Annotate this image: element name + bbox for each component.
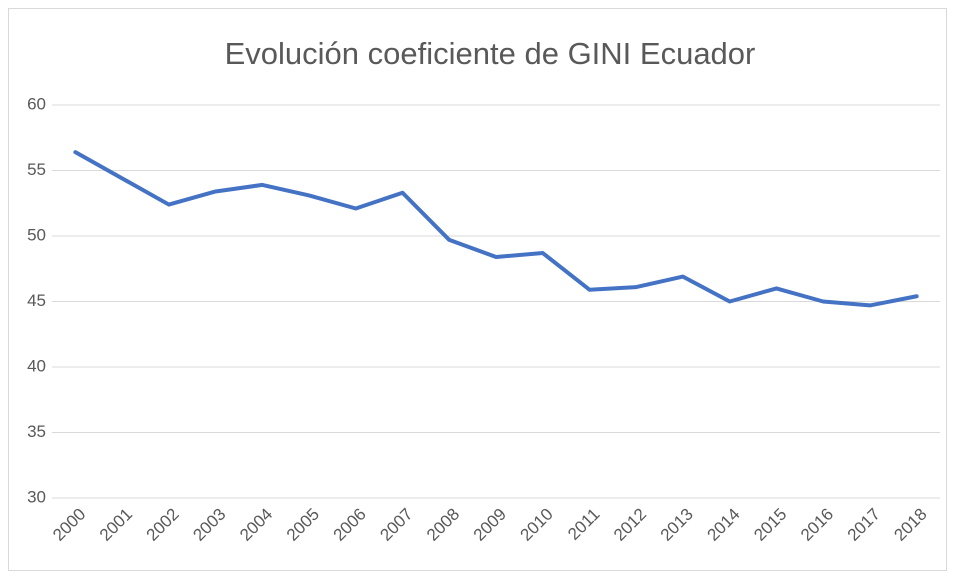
y-tick-label: 60 bbox=[27, 94, 46, 113]
chart-border bbox=[8, 8, 947, 571]
y-tick-label: 50 bbox=[27, 225, 46, 244]
y-tick-label: 55 bbox=[27, 160, 46, 179]
series-line bbox=[73, 150, 919, 308]
y-tick-label: 45 bbox=[27, 291, 46, 310]
chart-title: Evolución coeficiente de GINI Ecuador bbox=[225, 36, 756, 71]
y-tick-label: 35 bbox=[27, 422, 46, 441]
y-tick-label: 30 bbox=[27, 487, 46, 506]
y-tick-label: 40 bbox=[27, 356, 46, 375]
